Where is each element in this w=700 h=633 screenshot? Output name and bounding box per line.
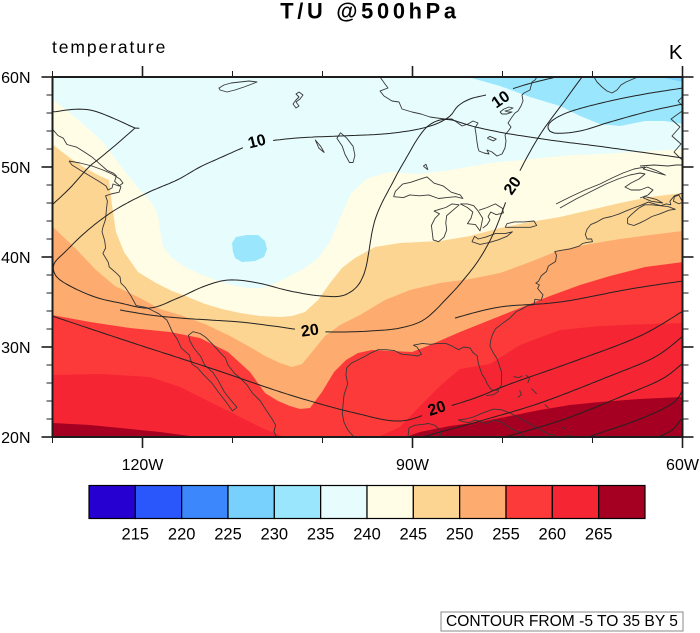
svg-text:40N: 40N	[1, 250, 30, 267]
svg-text:temperature: temperature	[52, 37, 167, 57]
svg-text:K: K	[669, 41, 683, 64]
svg-text:CONTOUR FROM -5 TO 35 BY 5: CONTOUR FROM -5 TO 35 BY 5	[446, 613, 678, 630]
svg-text:60W: 60W	[666, 457, 700, 474]
svg-text:90W: 90W	[396, 457, 430, 474]
svg-text:240: 240	[353, 526, 381, 544]
svg-text:220: 220	[168, 526, 196, 544]
svg-text:60N: 60N	[1, 70, 30, 87]
svg-text:20: 20	[300, 321, 320, 340]
svg-text:215: 215	[122, 526, 150, 544]
svg-text:235: 235	[307, 526, 335, 544]
svg-text:255: 255	[492, 526, 520, 544]
svg-text:20: 20	[426, 398, 448, 420]
svg-text:20N: 20N	[1, 430, 30, 447]
svg-text:250: 250	[446, 526, 474, 544]
svg-text:260: 260	[539, 526, 567, 544]
svg-text:225: 225	[214, 526, 242, 544]
svg-text:50N: 50N	[1, 160, 30, 177]
svg-text:T/U @500hPa: T/U @500hPa	[280, 0, 459, 24]
svg-text:265: 265	[585, 526, 613, 544]
svg-text:120W: 120W	[122, 457, 165, 474]
svg-text:245: 245	[400, 526, 428, 544]
svg-text:10: 10	[246, 132, 267, 153]
svg-text:230: 230	[261, 526, 289, 544]
svg-text:30N: 30N	[1, 340, 30, 357]
